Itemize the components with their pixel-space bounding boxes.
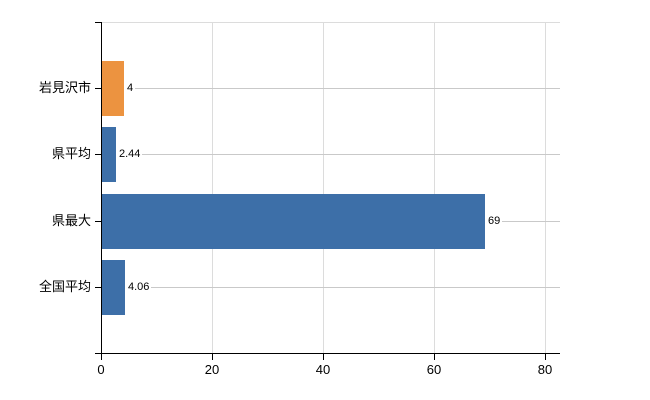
row-gridline bbox=[151, 286, 560, 288]
gridline-x-60 bbox=[434, 23, 435, 353]
value-row: 4.06 bbox=[128, 280, 560, 294]
x-tick-mark bbox=[323, 354, 324, 360]
value-row: 4 bbox=[127, 81, 560, 95]
x-tick-mark bbox=[101, 354, 102, 360]
x-tick-mark bbox=[545, 354, 546, 360]
x-tick-mark bbox=[434, 354, 435, 360]
x-axis-line bbox=[95, 353, 560, 354]
x-tick-label: 40 bbox=[315, 362, 331, 377]
gridline-x-20 bbox=[212, 23, 213, 353]
value-label: 4 bbox=[127, 82, 134, 94]
value-label: 69 bbox=[488, 215, 501, 227]
x-tick-label: 0 bbox=[97, 362, 105, 377]
bar bbox=[102, 194, 485, 249]
x-tick-mark bbox=[212, 354, 213, 360]
top-gridline bbox=[102, 22, 560, 23]
y-axis-top-tick bbox=[95, 22, 101, 23]
gridline-x-40 bbox=[323, 23, 324, 353]
y-axis-line bbox=[101, 22, 102, 353]
bar bbox=[102, 61, 124, 116]
row-gridline bbox=[502, 220, 560, 222]
x-tick-label: 20 bbox=[204, 362, 220, 377]
category-label: 全国平均 bbox=[38, 279, 91, 294]
value-label: 2.44 bbox=[119, 148, 141, 160]
category-label: 県最大 bbox=[51, 213, 91, 228]
x-tick-label: 60 bbox=[426, 362, 442, 377]
category-tick bbox=[95, 88, 101, 89]
row-gridline bbox=[135, 87, 560, 89]
category-label: 岩見沢市 bbox=[38, 80, 91, 95]
row-gridline bbox=[142, 153, 560, 155]
bar bbox=[102, 127, 116, 182]
category-tick bbox=[95, 287, 101, 288]
value-row: 2.44 bbox=[119, 147, 560, 161]
category-tick bbox=[95, 154, 101, 155]
bar bbox=[102, 260, 125, 315]
category-tick bbox=[95, 221, 101, 222]
x-tick-label: 80 bbox=[537, 362, 553, 377]
gridline-x-80 bbox=[545, 23, 546, 353]
value-row: 69 bbox=[488, 214, 560, 228]
category-label: 県平均 bbox=[51, 146, 91, 161]
value-label: 4.06 bbox=[128, 281, 150, 293]
